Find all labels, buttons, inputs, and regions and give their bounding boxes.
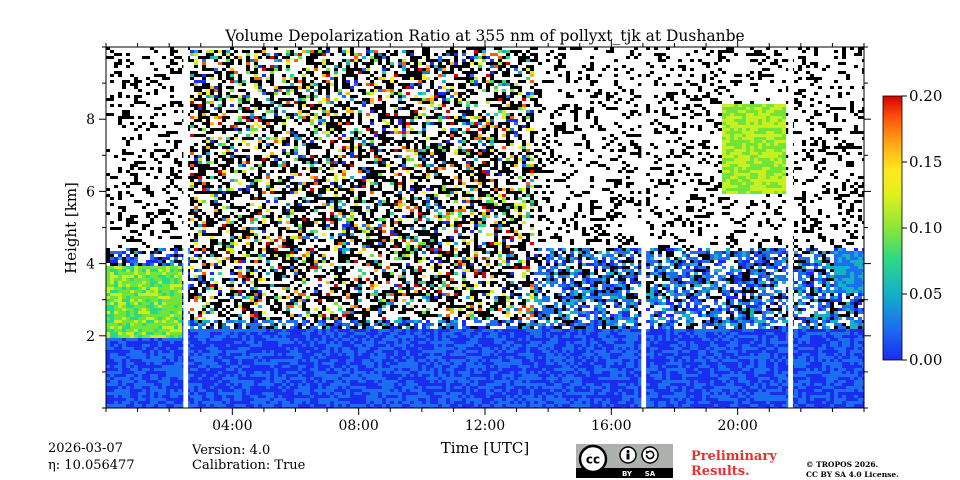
x-tick-label: 20:00 — [717, 418, 757, 434]
no-data-gap-1 — [183, 47, 189, 408]
measurement-date: 2026-03-07 — [48, 441, 123, 456]
no-data-gap-3 — [788, 47, 793, 408]
eta-value: η: 10.056477 — [48, 458, 135, 473]
x-tick-label: 12:00 — [465, 418, 505, 434]
y-axis-label: Height [km] — [62, 182, 80, 274]
by-label: BY — [622, 470, 633, 478]
x-tick-label: 08:00 — [338, 418, 378, 434]
y-tick-label: 6 — [86, 184, 95, 200]
preliminary-line-2: Results. — [691, 464, 750, 479]
version-label: Version: 4.0 — [192, 443, 271, 458]
y-tick-label: 8 — [86, 112, 95, 128]
cc-by-sa-badge: cc BY SA — [576, 444, 673, 478]
x-tick-label: 04:00 — [212, 418, 252, 434]
colorbar-tick-label: 0.20 — [909, 87, 942, 105]
colorbar-gradient — [882, 95, 903, 361]
sa-share-icon — [641, 446, 659, 464]
colorbar-tick-label: 0.00 — [909, 351, 942, 369]
sa-label: SA — [645, 470, 656, 478]
preliminary-results-label: Preliminary Results. — [691, 449, 801, 479]
x-tick-label: 16:00 — [591, 418, 631, 434]
y-tick-label: 4 — [86, 257, 95, 273]
preliminary-line-1: Preliminary — [691, 449, 777, 464]
colorbar-tick-label: 0.15 — [909, 153, 942, 171]
x-axis-label: Time [UTC] — [441, 439, 530, 457]
by-person-icon — [619, 446, 637, 464]
copyright-notice: © TROPOS 2026. CC BY SA 4.0 License. — [806, 460, 916, 480]
cc-icon: cc — [578, 444, 608, 474]
copyright-line-1: © TROPOS 2026. — [806, 460, 879, 469]
colorbar-tick-label: 0.05 — [909, 285, 942, 303]
colorbar: 0.00 0.05 0.10 0.15 0.20 — [882, 87, 942, 369]
no-data-gap-2 — [641, 47, 647, 408]
plot-area — [106, 47, 864, 408]
y-tick-label: 2 — [86, 329, 95, 345]
colorbar-tick-label: 0.10 — [909, 219, 942, 237]
calibration-label: Calibration: True — [192, 458, 306, 473]
copyright-line-2: CC BY SA 4.0 License. — [806, 470, 899, 479]
chart-title: Volume Depolarization Ratio at 355 nm of… — [224, 27, 744, 45]
